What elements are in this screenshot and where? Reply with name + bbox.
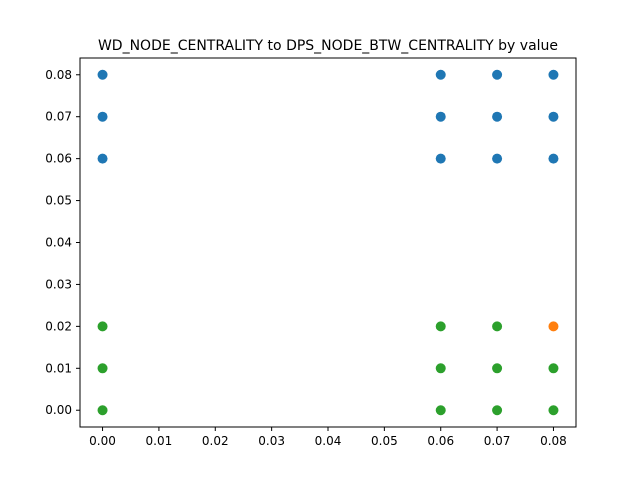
x-tick-label: 0.03	[258, 434, 285, 448]
data-point	[97, 153, 108, 164]
y-tick-label: 0.03	[45, 277, 72, 291]
data-point	[548, 321, 559, 332]
x-tick-label: 0.04	[315, 434, 342, 448]
data-point	[435, 111, 446, 122]
y-tick-label: 0.08	[45, 68, 72, 82]
data-point	[97, 363, 108, 374]
y-tick-label: 0.04	[45, 236, 72, 250]
y-tick-label: 0.07	[45, 110, 72, 124]
axes: 0.00 0.01 0.02 0.03 0.04 0.05 0.06 0.07 0.08 0.00…	[45, 57, 577, 448]
y-tick-label: 0.05	[45, 194, 72, 208]
data-point	[97, 111, 108, 122]
x-tick-label: 0.05	[371, 434, 398, 448]
y-tick-label: 0.06	[45, 152, 72, 166]
data-point	[435, 69, 446, 80]
data-point	[97, 69, 108, 80]
data-point	[492, 153, 503, 164]
data-point	[492, 405, 503, 416]
y-tick-label: 0.01	[45, 361, 72, 375]
y-tick-label: 0.02	[45, 319, 72, 333]
data-point	[492, 363, 503, 374]
data-point	[548, 69, 559, 80]
data-point	[435, 405, 446, 416]
data-point	[548, 405, 559, 416]
data-point	[435, 321, 446, 332]
chart-title: WD_NODE_CENTRALITY to DPS_NODE_BTW_CENTR…	[98, 38, 558, 54]
x-tick-label: 0.07	[484, 434, 511, 448]
data-points	[97, 69, 559, 416]
data-point	[492, 69, 503, 80]
y-tick-label: 0.00	[45, 403, 72, 417]
x-tick-label: 0.08	[540, 434, 567, 448]
data-point	[97, 321, 108, 332]
data-point	[492, 321, 503, 332]
data-point	[548, 153, 559, 164]
data-point	[492, 111, 503, 122]
x-tick-label: 0.02	[202, 434, 229, 448]
data-point	[97, 405, 108, 416]
data-point	[435, 363, 446, 374]
data-point	[548, 111, 559, 122]
x-tick-label: 0.01	[146, 434, 173, 448]
data-point	[435, 153, 446, 164]
x-tick-label: 0.00	[89, 434, 116, 448]
plot-frame	[79, 57, 577, 428]
x-tick-label: 0.06	[427, 434, 454, 448]
data-point	[548, 363, 559, 374]
